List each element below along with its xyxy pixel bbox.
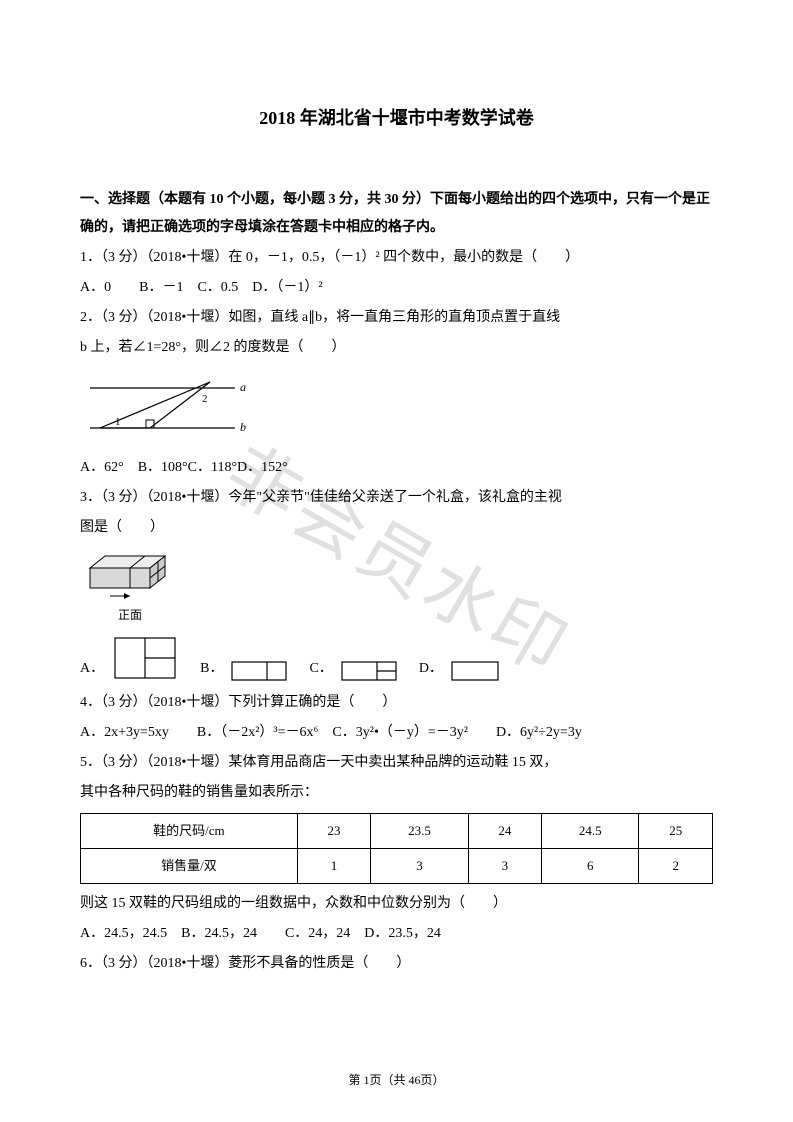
q5-table: 鞋的尺码/cm 23 23.5 24 24.5 25 销售量/双 1 3 3 6… — [80, 813, 713, 884]
table-row-header: 鞋的尺码/cm 23 23.5 24 24.5 25 — [81, 814, 713, 849]
question-2-line2: b 上，若∠1=28°，则∠2 的度数是（ ） — [80, 334, 713, 362]
question-3-line2: 图是（ ） — [80, 514, 713, 542]
question-3-options: A． B． C． D． — [80, 633, 713, 683]
table-row-data: 销售量/双 1 3 3 6 2 — [81, 849, 713, 884]
question-5-line3: 则这 15 双鞋的尺码组成的一组数据中，众数和中位数分别为（ ） — [80, 890, 713, 918]
question-6: 6．（3 分）（2018•十堰）菱形不具备的性质是（ ） — [80, 950, 713, 978]
td-5: 2 — [639, 849, 713, 884]
td-2: 3 — [371, 849, 468, 884]
question-2-options: A．62° B．108°C．118°D．152° — [80, 454, 713, 482]
th-1: 23 — [297, 814, 370, 849]
q2-diagram: a b 1 2 — [80, 368, 260, 448]
td-4: 6 — [542, 849, 639, 884]
question-2-line1: 2．（3 分）（2018•十堰）如图，直线 a∥b，将一直角三角形的直角顶点置于… — [80, 304, 713, 332]
th-3: 24 — [468, 814, 541, 849]
th-5: 25 — [639, 814, 713, 849]
q3-optC-label: C． — [309, 655, 332, 683]
th-2: 23.5 — [371, 814, 468, 849]
td-0: 销售量/双 — [81, 849, 298, 884]
question-5-line2: 其中各种尺码的鞋的销售量如表所示： — [80, 779, 713, 807]
question-4-options: A．2x+3y=5xy B．（－2x²）³=－6x⁶ C．3y²•（－y）=－3… — [80, 719, 713, 747]
q2-label-2: 2 — [202, 393, 208, 405]
q3-front-label: 正面 — [80, 603, 180, 627]
q3-optD-label: D． — [419, 655, 443, 683]
question-1: 1．（3 分）（2018•十堰）在 0，－1，0.5，（－1）² 四个数中，最小… — [80, 244, 713, 272]
q3-optC-icon — [339, 659, 399, 683]
td-1: 1 — [297, 849, 370, 884]
q3-optB-icon — [229, 659, 289, 683]
page-footer: 第 1页（共 46页） — [0, 1068, 793, 1092]
q3-optB-label: B． — [200, 655, 223, 683]
q2-label-a: a — [240, 380, 246, 394]
section-header: 一、选择题（本题有 10 个小题，每小题 3 分，共 30 分）下面每小题给出的… — [80, 186, 713, 242]
q2-label-1: 1 — [115, 416, 121, 428]
question-1-options: A．0 B．－1 C．0.5 D．（－1）² — [80, 274, 713, 302]
question-4: 4．（3 分）（2018•十堰）下列计算正确的是（ ） — [80, 689, 713, 717]
q3-optA-icon — [110, 633, 180, 683]
q2-label-b: b — [240, 420, 246, 434]
q3-box-figure: 正面 — [80, 548, 713, 627]
th-4: 24.5 — [542, 814, 639, 849]
question-5-line1: 5．（3 分）（2018•十堰）某体育用品商店一天中卖出某种品牌的运动鞋 15 … — [80, 749, 713, 777]
q3-optD-icon — [449, 659, 501, 683]
td-3: 3 — [468, 849, 541, 884]
question-5-options: A．24.5，24.5 B．24.5，24 C．24，24 D．23.5，24 — [80, 920, 713, 948]
page-title: 2018 年湖北省十堰市中考数学试卷 — [80, 100, 713, 136]
question-3-line1: 3．（3 分）（2018•十堰）今年"父亲节"佳佳给父亲送了一个礼盒，该礼盒的主… — [80, 484, 713, 512]
q3-optA-label: A． — [80, 655, 104, 683]
th-0: 鞋的尺码/cm — [81, 814, 298, 849]
